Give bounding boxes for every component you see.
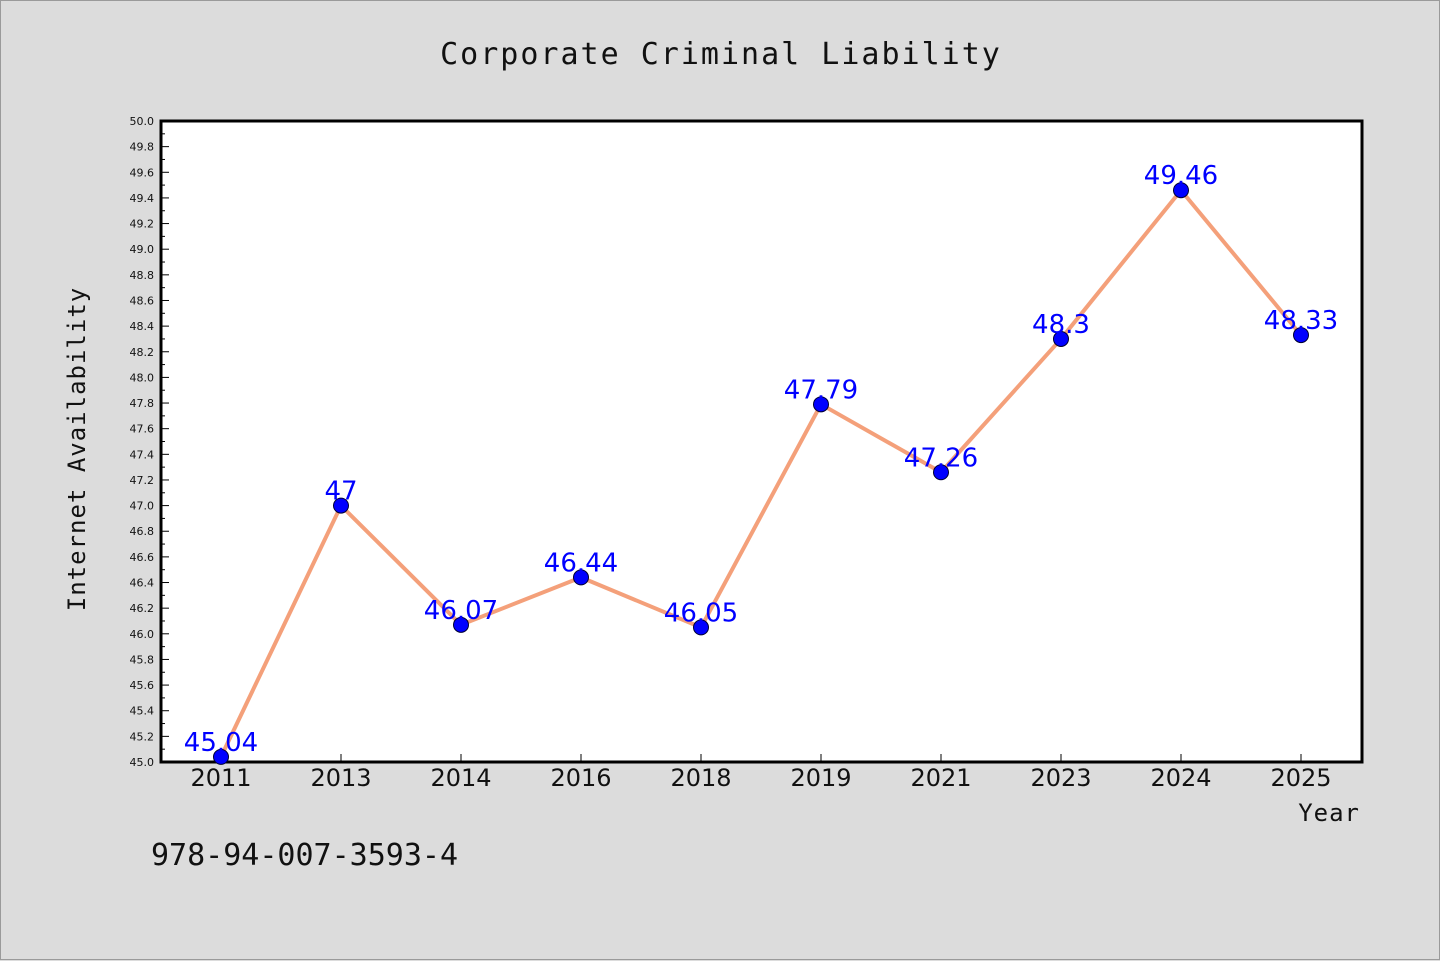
y-tick-label: 49.6 [130,166,155,179]
y-tick-label: 48.8 [130,269,155,282]
y-tick-label: 47.2 [130,474,155,487]
y-tick-label: 45.0 [130,756,155,769]
x-tick-label: 2011 [190,764,251,792]
y-axis-title: Internet Availability [63,287,91,611]
data-label-2016: 46.44 [544,548,618,578]
y-tick-label: 50.0 [130,115,155,128]
y-tick-label: 46.0 [130,628,155,641]
y-tick-label: 46.4 [130,577,155,590]
data-point-2014 [453,616,469,633]
data-label-2025: 48.33 [1264,306,1338,336]
data-label-2019: 47.79 [784,375,858,405]
x-tick-label: 2025 [1270,764,1331,792]
data-label-2021: 47.26 [904,443,978,473]
data-label-2011: 45.04 [184,728,258,758]
y-tick-label: 48.6 [130,294,155,307]
y-tick-label: 46.2 [130,602,155,615]
x-tick-label: 2013 [310,764,371,792]
y-tick-label: 48.0 [130,371,155,384]
data-point-2019 [813,396,829,413]
data-label-2014: 46.07 [424,596,498,626]
x-axis-title: Year [1298,799,1360,827]
data-label-2023: 48.3 [1032,310,1090,340]
y-tick-label: 49.4 [130,192,155,205]
y-axis-ticks: 45.0 45.2 45.4 45.6 45.8 46.0 46.2 46.4 46.6 46.8… [130,115,169,769]
footnote-id: 978-94-007-3593-4 [151,838,458,873]
y-tick-label: 45.8 [130,653,155,666]
y-tick-label: 47.8 [130,397,155,410]
series-line-group [219,188,1303,759]
y-tick-label: 46.6 [130,551,155,564]
x-tick-label: 2024 [1150,764,1211,792]
data-label-2013: 47 [324,477,357,507]
data-point-2025 [1293,327,1309,344]
y-tick-label: 48.2 [130,346,155,359]
x-tick-label: 2018 [670,764,731,792]
x-axis-ticks: 2011 2013 2014 2016 2018 2019 2021 2023 2024 2025 [190,754,1332,792]
series-points-group [213,182,1309,765]
x-tick-label: 2019 [790,764,851,792]
y-tick-label: 48.4 [130,320,155,333]
y-tick-label: 49.2 [130,218,155,231]
y-tick-label: 49.8 [130,141,155,154]
y-tick-label: 45.2 [130,730,155,743]
x-tick-label: 2023 [1030,764,1091,792]
y-tick-label: 47.0 [130,500,155,513]
data-point-2013 [333,497,349,514]
plot-area [159,119,1364,764]
data-label-2018: 46.05 [664,598,738,628]
data-point-2023 [1053,330,1069,347]
y-tick-label: 49.0 [130,243,155,256]
y-tick-label: 45.6 [130,679,155,692]
data-point-2018 [693,619,709,636]
data-point-2024 [1173,182,1189,199]
x-tick-label: 2014 [430,764,491,792]
x-tick-label: 2016 [550,764,611,792]
data-label-2024: 49.46 [1144,161,1218,191]
data-labels-group: 45.04 47 46.07 46.44 46.05 47.79 47.26 48.3 49.4… [184,161,1338,758]
data-point-2021 [933,464,949,481]
y-tick-label: 45.4 [130,705,155,718]
y-tick-label: 46.8 [130,525,155,538]
data-point-2016 [573,569,589,586]
y-tick-label: 47.4 [130,448,155,461]
y-tick-label: 47.6 [130,423,155,436]
x-tick-label: 2021 [910,764,971,792]
chart-title: Corporate Criminal Liability [440,37,1002,72]
series-line [219,188,1303,759]
data-point-2011 [213,748,229,765]
